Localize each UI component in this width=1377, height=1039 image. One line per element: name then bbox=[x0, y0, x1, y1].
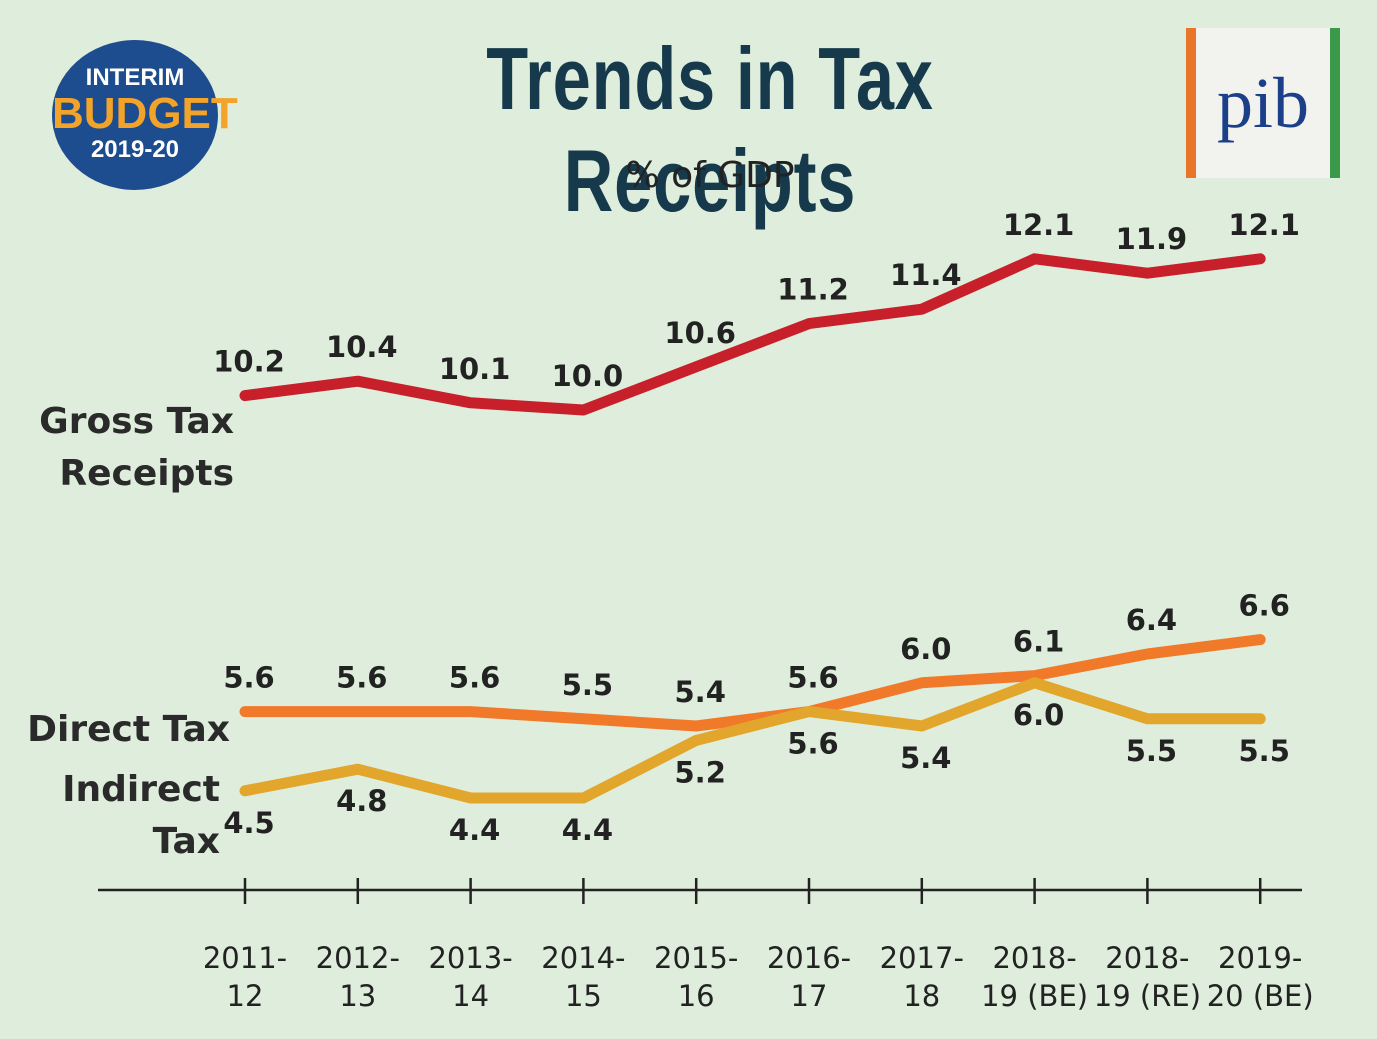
data-label: 5.5 bbox=[1239, 734, 1290, 768]
data-label: 12.1 bbox=[1228, 208, 1300, 242]
data-label: 10.6 bbox=[664, 316, 736, 350]
data-label: 6.6 bbox=[1239, 589, 1290, 623]
data-label: 5.5 bbox=[1126, 734, 1177, 768]
data-label: 12.1 bbox=[1003, 208, 1075, 242]
x-tick-label: 19 (RE) bbox=[1094, 979, 1201, 1013]
data-label: 6.0 bbox=[1013, 698, 1064, 732]
data-label: 10.2 bbox=[213, 345, 285, 379]
data-label: 5.6 bbox=[787, 727, 838, 761]
x-tick-label: 16 bbox=[678, 979, 715, 1013]
x-tick-label: 15 bbox=[565, 979, 602, 1013]
x-tick-label: 12 bbox=[227, 979, 264, 1013]
data-label: 10.4 bbox=[326, 330, 398, 364]
data-label: 5.6 bbox=[336, 661, 387, 695]
series-name: Direct Tax bbox=[27, 709, 230, 750]
x-tick-label: 13 bbox=[339, 979, 376, 1013]
x-tick-label: 19 (BE) bbox=[981, 979, 1088, 1013]
x-tick-label: 20 (BE) bbox=[1207, 979, 1314, 1013]
series-name: Indirect Tax bbox=[62, 769, 220, 862]
data-label: 11.4 bbox=[890, 258, 962, 292]
x-tick-label: 2017- bbox=[880, 941, 964, 975]
budget-badge: INTERIM BUDGET 2019-20 bbox=[52, 40, 238, 190]
data-label: 4.4 bbox=[562, 813, 613, 847]
x-tick-label: 17 bbox=[791, 979, 828, 1013]
x-tick-label: 2012- bbox=[316, 941, 400, 975]
data-label: 6.0 bbox=[900, 632, 951, 666]
data-label: 6.4 bbox=[1126, 603, 1177, 637]
data-label: 4.4 bbox=[449, 813, 500, 847]
badge-text: INTERIM bbox=[85, 64, 185, 91]
data-label: 11.9 bbox=[1116, 222, 1188, 256]
series-line bbox=[239, 677, 1266, 804]
data-label: 4.8 bbox=[336, 784, 387, 818]
data-label: 10.0 bbox=[552, 359, 624, 393]
data-label: 4.5 bbox=[223, 806, 274, 840]
data-label: 5.4 bbox=[675, 675, 726, 709]
x-tick-label: 2016- bbox=[767, 941, 851, 975]
data-label: 5.6 bbox=[223, 661, 274, 695]
badge-text: BUDGET bbox=[52, 89, 238, 138]
chart-subtitle: % of GDP bbox=[625, 155, 795, 196]
x-tick-label: 2011- bbox=[203, 941, 287, 975]
data-label: 5.6 bbox=[449, 661, 500, 695]
chart-title: Trends in Tax Receipts bbox=[486, 29, 934, 230]
data-label: 11.2 bbox=[777, 273, 849, 307]
data-label: 5.4 bbox=[900, 741, 951, 775]
x-tick-label: 18 bbox=[903, 979, 940, 1013]
x-tick-label: 2013- bbox=[428, 941, 512, 975]
x-tick-label: 2014- bbox=[541, 941, 625, 975]
series-line bbox=[239, 634, 1266, 732]
x-tick-label: 2018- bbox=[1105, 941, 1189, 975]
series-name: Gross Tax Receipts bbox=[39, 401, 234, 494]
series-line bbox=[239, 253, 1266, 416]
x-tick-label: 2018- bbox=[992, 941, 1076, 975]
data-label: 5.2 bbox=[675, 755, 726, 789]
data-label: 10.1 bbox=[439, 352, 511, 386]
data-label: 5.5 bbox=[562, 668, 613, 702]
x-tick-label: 2019- bbox=[1218, 941, 1302, 975]
data-label: 6.1 bbox=[1013, 625, 1064, 659]
x-tick-label: 2015- bbox=[654, 941, 738, 975]
badge-text: 2019-20 bbox=[90, 136, 180, 163]
pib-logo: pib bbox=[1186, 28, 1340, 178]
data-label: 5.6 bbox=[787, 661, 838, 695]
x-tick-label: 14 bbox=[452, 979, 489, 1013]
